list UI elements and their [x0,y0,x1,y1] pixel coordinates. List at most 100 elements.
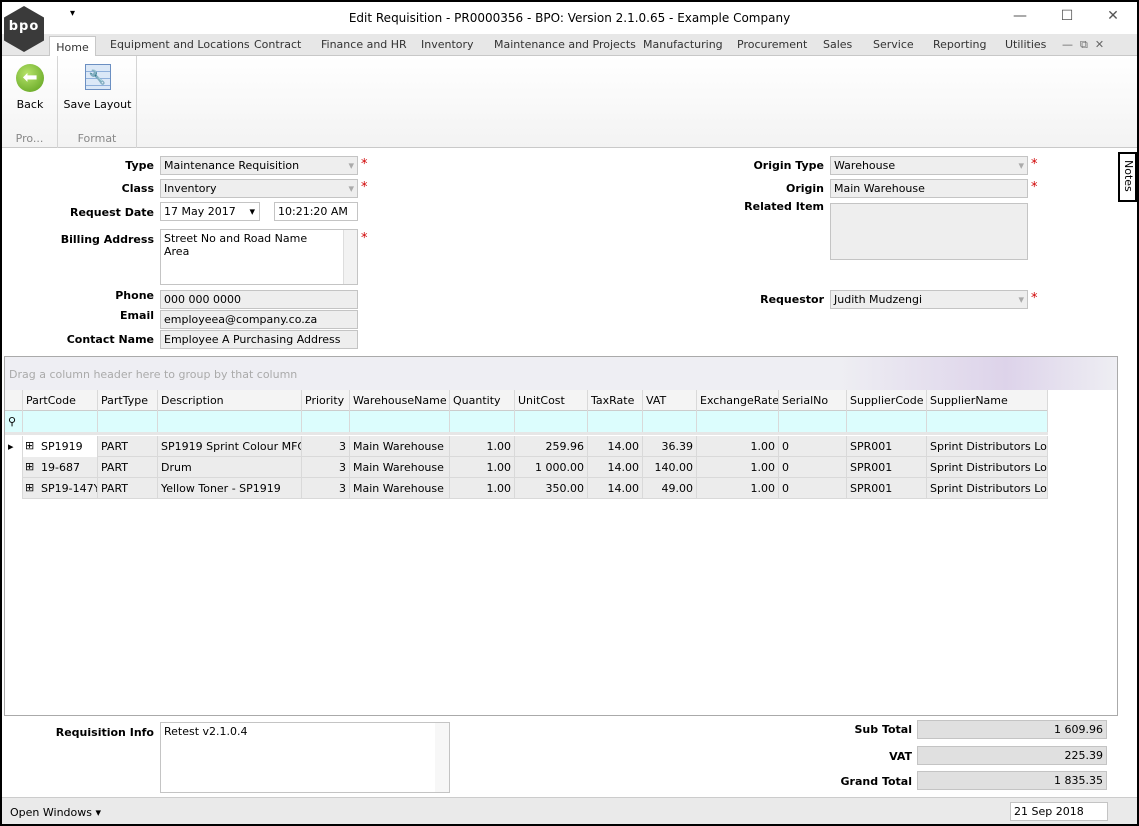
class-select[interactable]: Inventory [160,179,358,198]
tab-home[interactable]: Home [49,36,96,57]
type-select[interactable]: Maintenance Requisition [160,156,358,175]
back-button[interactable]: ⬅ Back [2,64,58,111]
tab-equipment[interactable]: Equipment and Locations [110,38,250,51]
contact-name-label: Contact Name [66,333,154,346]
table-cell: Sprint Distributors Local [927,478,1048,499]
origin-field[interactable]: Main Warehouse [830,179,1028,198]
filter-cell[interactable] [847,411,927,432]
tab-manufacturing[interactable]: Manufacturing [643,38,723,51]
row-indicator [5,457,23,478]
filter-cell[interactable] [98,411,158,432]
table-cell: SP19-147Y [23,478,98,499]
table-cell: 1.00 [450,478,515,499]
subtotal-label: Sub Total [854,723,912,736]
origin-label: Origin [785,182,824,195]
column-header[interactable]: Description [158,390,302,411]
table-cell: Sprint Distributors Local [927,436,1048,457]
table-cell: SP1919 [23,436,98,457]
request-time-spinner[interactable]: 10:21:20 AM [274,202,358,221]
filter-cell[interactable] [23,411,98,432]
column-header[interactable]: SupplierName [927,390,1048,411]
column-header[interactable]: VAT [643,390,697,411]
tab-service[interactable]: Service [873,38,914,51]
filter-cell[interactable] [515,411,588,432]
scrollbar[interactable] [435,723,449,792]
notes-side-tab[interactable]: Notes [1118,152,1137,202]
filter-cell[interactable] [302,411,350,432]
save-layout-button[interactable]: 🔧 Save Layout [58,64,137,111]
tab-inventory[interactable]: Inventory [421,38,474,51]
filter-cell[interactable] [779,411,847,432]
column-header[interactable]: Quantity [450,390,515,411]
filter-cell[interactable] [927,411,1048,432]
contact-name-field[interactable]: Employee A Purchasing Address [160,330,358,349]
origin-type-label: Origin Type [753,159,824,172]
table-cell: 49.00 [643,478,697,499]
expand-row-icon[interactable]: ⊞ [25,481,35,494]
minimize-button[interactable]: — [1013,8,1027,24]
requisition-lines-grid: Drag a column header here to group by th… [4,356,1118,716]
dropdown-icon[interactable]: ▾ [249,205,255,218]
filter-cell[interactable] [697,411,779,432]
table-cell: 36.39 [643,436,697,457]
app-logo[interactable]: bpo [4,6,44,52]
column-header[interactable]: SupplierCode [847,390,927,411]
quick-access-dropdown-icon[interactable]: ▾ [70,8,76,19]
filter-cell[interactable] [158,411,302,432]
open-windows-button[interactable]: Open Windows ▾ [10,806,101,819]
required-marker: * [1031,291,1038,306]
filter-cell[interactable] [588,411,643,432]
tab-utilities[interactable]: Utilities [1005,38,1047,51]
ribbon-window-controls[interactable]: — ⧉ ✕ [1062,38,1105,51]
class-label: Class [121,182,154,195]
filter-cell[interactable] [450,411,515,432]
table-cell: 1.00 [697,478,779,499]
required-marker: * [1031,180,1038,195]
subtotal-value: 1 609.96 [917,720,1107,739]
vat-label: VAT [889,750,912,763]
tab-maintenance[interactable]: Maintenance and Projects [494,38,636,51]
column-header[interactable]: PartCode [23,390,98,411]
table-row[interactable]: SP19-147Y ⊞ PART Yellow Toner - SP1919 3 Main… [5,478,1048,499]
ribbon-tabs: Home Equipment and Locations Contract Fi… [2,34,1137,57]
email-field[interactable]: employeea@company.co.za [160,310,358,329]
requisition-info-textarea[interactable]: Retest v2.1.0.4 [160,722,450,793]
column-header[interactable]: Priority [302,390,350,411]
request-date-picker[interactable]: 17 May 2017 ▾ [160,202,260,221]
tab-sales[interactable]: Sales [823,38,853,51]
column-header[interactable]: UnitCost [515,390,588,411]
tab-contract[interactable]: Contract [254,38,302,51]
phone-field[interactable]: 000 000 0000 [160,290,358,309]
table-row[interactable]: ▸ SP1919 ⊞ PART SP1919 Sprint Colour MFC 3 Mai… [5,436,1048,457]
column-header[interactable]: PartType [98,390,158,411]
column-header[interactable]: SerialNo [779,390,847,411]
requestor-select[interactable]: Judith Mudzengi [830,290,1028,309]
billing-address-textarea[interactable]: Street No and Road Name Area [160,229,358,285]
table-cell: SP1919 Sprint Colour MFC [158,436,302,457]
tab-reporting[interactable]: Reporting [933,38,987,51]
close-button[interactable]: ✕ [1107,8,1119,24]
status-date-field[interactable]: 21 Sep 2018 [1010,802,1108,821]
filter-cell[interactable] [350,411,450,432]
maximize-button[interactable]: ☐ [1060,8,1074,24]
expand-row-icon[interactable]: ⊞ [25,439,35,452]
column-header[interactable]: ExchangeRate [697,390,779,411]
group-by-panel[interactable]: Drag a column header here to group by th… [5,357,1117,390]
table-cell: PART [98,457,158,478]
table-cell: 1.00 [697,436,779,457]
window-title: Edit Requisition - PR0000356 - BPO: Vers… [348,11,791,25]
tab-procurement[interactable]: Procurement [737,38,808,51]
related-item-field[interactable] [830,203,1028,260]
column-header[interactable]: TaxRate [588,390,643,411]
grid-filter-row[interactable]: ⚲ [5,411,1048,435]
table-cell: 259.96 [515,436,588,457]
column-header[interactable]: WarehouseName [350,390,450,411]
email-label: Email [120,309,154,322]
filter-cell[interactable] [643,411,697,432]
table-cell: 0 [779,436,847,457]
scrollbar[interactable] [343,230,357,284]
origin-type-select[interactable]: Warehouse [830,156,1028,175]
expand-row-icon[interactable]: ⊞ [25,460,35,473]
table-row[interactable]: 19-687 ⊞ PART Drum 3 Main Warehouse 1.00 1 000.… [5,457,1048,478]
tab-finance[interactable]: Finance and HR [321,38,407,51]
